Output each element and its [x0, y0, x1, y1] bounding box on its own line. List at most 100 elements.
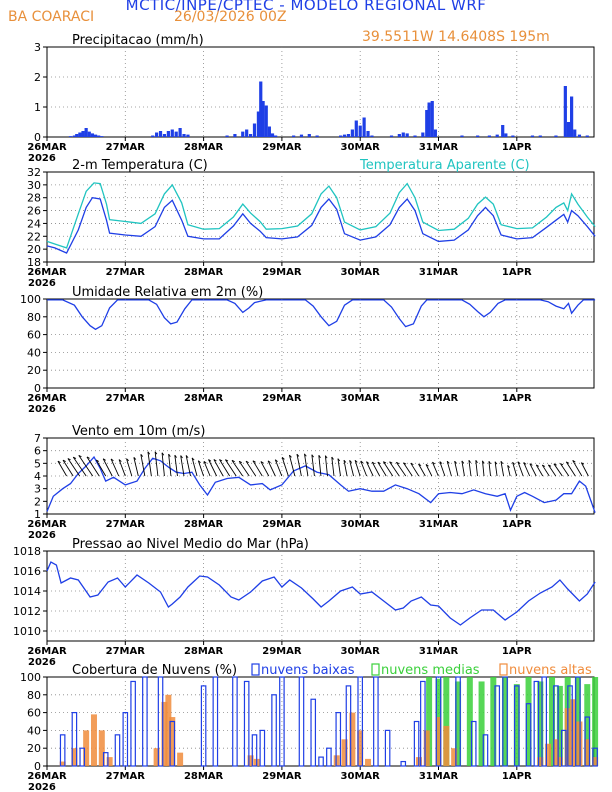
wind-vector-head-36 — [296, 453, 300, 457]
slp-ytick-label-1: 1012 — [13, 605, 41, 618]
wind-vector-head-1 — [62, 459, 66, 462]
wind-vector-70 — [517, 461, 524, 477]
cloud-bar-nuvens-baixas-42 — [513, 685, 520, 767]
wind-vector-head-54 — [410, 462, 414, 466]
cloud-bar-nuvens-baixas-8 — [130, 680, 136, 767]
wind-vector-46 — [360, 460, 368, 477]
wind-vector-head-23 — [208, 459, 212, 462]
wind-vector-head-71 — [523, 462, 527, 465]
cloud-bar-nuvens-medias-2 — [426, 677, 433, 766]
precip-bar-23 — [241, 131, 245, 137]
cloud-bar-nuvens-baixas-35 — [420, 680, 426, 767]
precip-bar-21 — [225, 135, 229, 137]
wind-vector-67 — [500, 461, 505, 477]
wind-vector-77 — [559, 463, 570, 477]
wind-vector-head-51 — [389, 461, 393, 464]
wind-vector-33 — [274, 459, 283, 477]
precip-bar-62 — [504, 133, 508, 137]
cloud-bar-nuvens-medias-12 — [537, 681, 544, 766]
wind-vector-6 — [95, 459, 107, 477]
wind-vector-72 — [529, 463, 537, 477]
wind-vector-54 — [410, 462, 420, 477]
precip-bar-48 — [397, 134, 401, 137]
cloud-bar-nuvens-baixas-24 — [318, 756, 324, 767]
wind-vector-head-27 — [231, 459, 235, 463]
rh-frame — [46, 298, 595, 389]
wind-vector-1 — [62, 459, 74, 477]
cloud-bar-nuvens-baixas-10 — [157, 676, 164, 767]
clouds-xtick-label-1: 27MAR — [106, 771, 146, 782]
cloud-bar-nuvens-altas-23 — [357, 730, 364, 766]
rh-ytick-label-1: 20 — [27, 364, 41, 377]
cloud-bar-nuvens-baixas-14 — [200, 685, 207, 767]
wind-vector-36 — [296, 454, 302, 477]
precip-bar-30 — [264, 105, 268, 137]
wind-vector-head-33 — [274, 459, 278, 462]
cloud-bar-nuvens-baixas-18 — [251, 734, 258, 767]
wind-vector-head-73 — [536, 464, 540, 467]
wind-year-label: 2026 — [28, 530, 56, 541]
wind-vector-head-0 — [57, 460, 61, 464]
temp-frame — [46, 171, 595, 263]
precip-bar-65 — [538, 135, 542, 137]
wind-vector-10 — [126, 458, 133, 477]
wind-vector-24 — [213, 459, 224, 477]
cloud-bar-nuvens-altas-31 — [451, 748, 458, 766]
cloud-bar-nuvens-baixas-39 — [482, 734, 489, 767]
slp-ytick-label-2: 1014 — [13, 585, 41, 598]
wind-vector-head-28 — [238, 460, 243, 464]
rh-ytick-label-4: 80 — [27, 311, 41, 324]
wind-vector-26 — [224, 459, 237, 477]
wind-vector-head-16 — [168, 453, 171, 457]
wind-vector-53 — [403, 462, 413, 477]
cloud-bar-nuvens-baixas-17 — [243, 680, 250, 767]
temp-series-line-0 — [46, 196, 596, 254]
cloud-bar-nuvens-altas-13 — [177, 752, 184, 766]
cloud-bar-nuvens-medias-9 — [502, 677, 509, 766]
wind-vector-head-13 — [147, 451, 151, 455]
cloud-bar-nuvens-baixas-2 — [71, 711, 78, 767]
precip-bar-18 — [178, 128, 182, 137]
precip-title: Precipitacao (mm/h) — [72, 33, 204, 48]
precip-ytick-label-2: 2 — [34, 71, 41, 84]
precip-bar-69 — [570, 96, 574, 137]
wind-vector-76 — [553, 463, 563, 477]
rh-xtick-label-0: 26MAR — [27, 393, 67, 404]
wind-vector-head-42 — [337, 458, 341, 462]
wind-vector-head-78 — [566, 461, 570, 464]
precip-xtick-label-3: 29MAR — [262, 142, 302, 153]
clouds-ytick-label-3: 60 — [27, 707, 41, 720]
precip-bar-9 — [97, 135, 101, 137]
cloud-bar-nuvens-altas-1 — [59, 761, 66, 766]
wind-vector-head-30 — [252, 460, 256, 463]
clouds-xtick-label-2: 28MAR — [184, 771, 224, 782]
slp-title: Pressao ao Nivel Medio do Mar (hPa) — [72, 537, 309, 552]
cloud-bar-nuvens-baixas-51 — [592, 747, 598, 767]
wind-ytick-label-6: 7 — [34, 432, 41, 445]
slp-xtick-label-5: 31MAR — [419, 646, 459, 657]
cloud-bar-nuvens-baixas-48 — [567, 685, 573, 767]
temp-legend-apparent: Temperatura Aparente (C) — [359, 158, 530, 173]
wind-vector-40 — [324, 455, 328, 477]
wind-vector-head-19 — [185, 455, 189, 459]
precip-year-label: 2026 — [28, 153, 56, 164]
cloud-bar-nuvens-baixas-7 — [122, 711, 129, 767]
wind-vector-head-46 — [360, 460, 364, 464]
wind-vector-head-55 — [418, 463, 422, 466]
precip-bar-42 — [354, 120, 358, 137]
wind-vector-17 — [174, 455, 178, 477]
precip-bar-39 — [342, 134, 347, 137]
precip-bar-1 — [72, 135, 77, 137]
precip-bar-0 — [68, 136, 73, 137]
slp-xtick-label-1: 27MAR — [106, 646, 146, 657]
temp-series-line-1 — [46, 182, 596, 249]
precip-bar-45 — [366, 131, 370, 137]
wind-vector-20 — [191, 457, 198, 477]
wind-vector-head-4 — [78, 455, 82, 458]
wind-vector-5 — [86, 456, 100, 477]
wind-vector-head-14 — [154, 451, 158, 455]
wind-vector-head-70 — [517, 461, 521, 464]
precip-bar-4 — [81, 131, 85, 137]
cloud-bar-nuvens-altas-3 — [83, 730, 90, 766]
rh-xtick-label-1: 27MAR — [106, 393, 146, 404]
